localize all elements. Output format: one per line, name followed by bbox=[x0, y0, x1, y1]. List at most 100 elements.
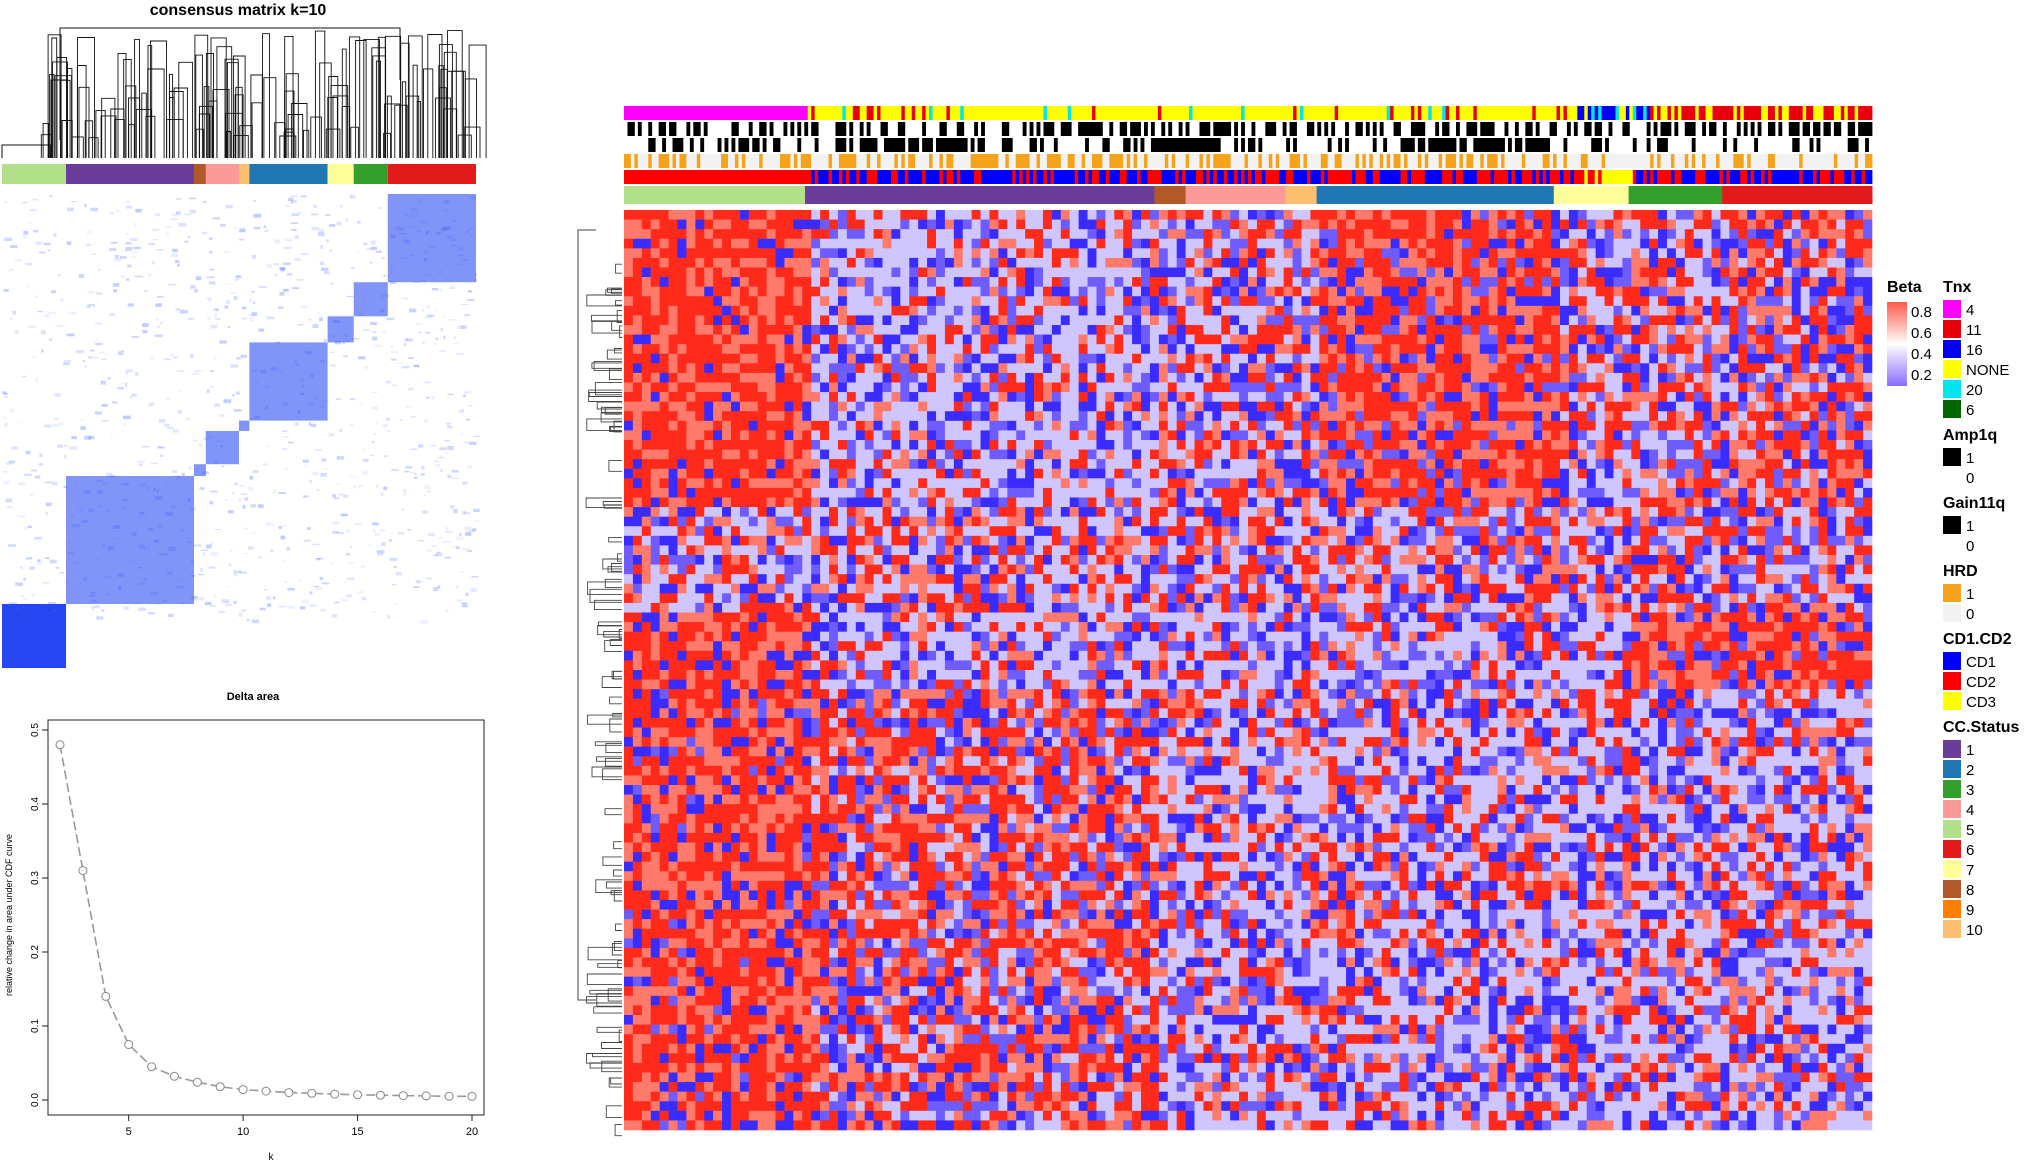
cd-cell bbox=[818, 170, 822, 184]
heatmap-cell bbox=[989, 248, 999, 259]
heatmap-cell bbox=[1292, 248, 1302, 259]
heatmap-cell bbox=[1265, 325, 1276, 335]
heatmap-cell bbox=[1051, 344, 1062, 355]
delta-point bbox=[467, 1091, 477, 1101]
heatmap-cell bbox=[1239, 238, 1249, 249]
heatmap-cell bbox=[1256, 238, 1267, 249]
hrd-cell bbox=[946, 154, 951, 168]
tnx-cell bbox=[728, 106, 732, 120]
dendrogram-branch bbox=[327, 96, 338, 158]
heatmap-cell bbox=[1212, 267, 1222, 278]
heatmap-cell bbox=[1123, 296, 1133, 307]
heatmap-cell bbox=[1756, 219, 1766, 230]
heatmap-cell bbox=[944, 238, 955, 249]
amp1q-cell bbox=[1504, 122, 1509, 136]
consensus-speckle bbox=[189, 507, 196, 511]
heatmap-cell bbox=[1809, 315, 1819, 326]
consensus-speckle bbox=[210, 542, 213, 546]
tnx-cell bbox=[818, 106, 822, 120]
consensus-speckle bbox=[309, 479, 312, 484]
cd-cell bbox=[956, 170, 961, 184]
heatmap-cell bbox=[1604, 286, 1614, 297]
heatmap-cell bbox=[1461, 257, 1472, 268]
consensus-speckle bbox=[31, 355, 36, 358]
dendrogram-branch bbox=[149, 40, 167, 158]
heatmap-cell bbox=[864, 325, 874, 335]
heatmap-cell bbox=[1461, 305, 1472, 316]
consensus-speckle bbox=[422, 341, 425, 344]
heatmap-cell bbox=[1292, 325, 1302, 335]
dendrogram-branch bbox=[50, 79, 68, 158]
hrd-cell bbox=[1705, 154, 1710, 168]
cd-cell bbox=[1071, 170, 1076, 184]
heatmap-cell bbox=[677, 305, 687, 316]
heatmap-cell bbox=[1248, 344, 1258, 355]
consensus-speckle bbox=[22, 598, 28, 601]
row-dendrogram-branch bbox=[617, 959, 622, 969]
cd-cell bbox=[1830, 170, 1835, 184]
heatmap-cell bbox=[855, 248, 865, 259]
cd-cell bbox=[911, 170, 916, 184]
row-dendrogram-branch bbox=[608, 460, 622, 472]
heatmap-cell bbox=[1818, 248, 1828, 259]
gain11q-cell bbox=[1372, 138, 1377, 152]
gain11q-cell bbox=[731, 138, 736, 152]
heatmap-cell bbox=[855, 315, 865, 326]
gain11q-cell bbox=[1192, 138, 1197, 152]
cd-cell bbox=[1168, 170, 1173, 184]
heatmap-cell bbox=[1025, 344, 1035, 355]
heatmap-cell bbox=[891, 286, 901, 297]
heatmap-cell bbox=[1773, 286, 1784, 297]
consensus-speckle bbox=[163, 358, 171, 361]
heatmap-cell bbox=[837, 277, 848, 287]
consensus-speckle bbox=[397, 228, 401, 233]
consensus-speckle bbox=[399, 228, 405, 231]
dendrogram-branch bbox=[101, 97, 116, 158]
heatmap-cell bbox=[1551, 325, 1561, 335]
heatmap-cell bbox=[1132, 229, 1142, 240]
heatmap-cell bbox=[1595, 286, 1605, 297]
heatmap-cell bbox=[1488, 277, 1498, 287]
amp1q-cell bbox=[658, 122, 663, 136]
hrd-cell bbox=[1213, 154, 1218, 168]
heatmap-cell bbox=[1577, 210, 1588, 220]
heatmap-cell bbox=[677, 248, 687, 259]
heatmap-cell bbox=[1756, 296, 1766, 307]
heatmap-cell bbox=[1568, 334, 1579, 345]
heatmap-cell bbox=[1453, 315, 1463, 326]
row-dendrogram-branch bbox=[614, 1124, 622, 1137]
tnx-cell bbox=[1067, 106, 1072, 120]
heatmap-cell bbox=[1319, 344, 1329, 355]
hrd-cell bbox=[1306, 154, 1311, 168]
consensus-speckle bbox=[291, 213, 300, 217]
consensus-speckle bbox=[298, 580, 302, 582]
gain11q-cell bbox=[1605, 138, 1609, 152]
consensus-speckle bbox=[125, 246, 133, 251]
heatmap-cell bbox=[1158, 344, 1169, 355]
consensus-speckle bbox=[296, 279, 304, 281]
heatmap-cell bbox=[1666, 219, 1677, 230]
consensus-speckle bbox=[266, 445, 269, 448]
cd-cell bbox=[1161, 170, 1166, 184]
consensus-speckle bbox=[64, 454, 67, 459]
hrd-cell bbox=[1341, 154, 1346, 168]
heatmap-cell bbox=[1782, 334, 1793, 345]
tnx-cell bbox=[922, 106, 926, 120]
heatmap-cell bbox=[882, 257, 892, 268]
heatmap-cell bbox=[1105, 325, 1115, 335]
hrd-cell bbox=[1157, 154, 1162, 168]
heatmap-cell bbox=[1863, 296, 1873, 307]
consensus-speckle bbox=[417, 581, 426, 583]
consensus-speckle bbox=[428, 245, 437, 249]
consensus-speckle bbox=[451, 244, 457, 247]
consensus-speckle bbox=[380, 308, 385, 313]
consensus-speckle bbox=[446, 610, 449, 613]
heatmap-cell bbox=[989, 238, 999, 249]
tnx-cell bbox=[1189, 106, 1193, 120]
heatmap-cell bbox=[1408, 238, 1418, 249]
heatmap-cell bbox=[1461, 325, 1472, 335]
heatmap-cell bbox=[1524, 257, 1534, 268]
heatmap-cell bbox=[1051, 325, 1062, 335]
amp1q-cell bbox=[849, 122, 854, 136]
heatmap-cell bbox=[1328, 296, 1338, 307]
